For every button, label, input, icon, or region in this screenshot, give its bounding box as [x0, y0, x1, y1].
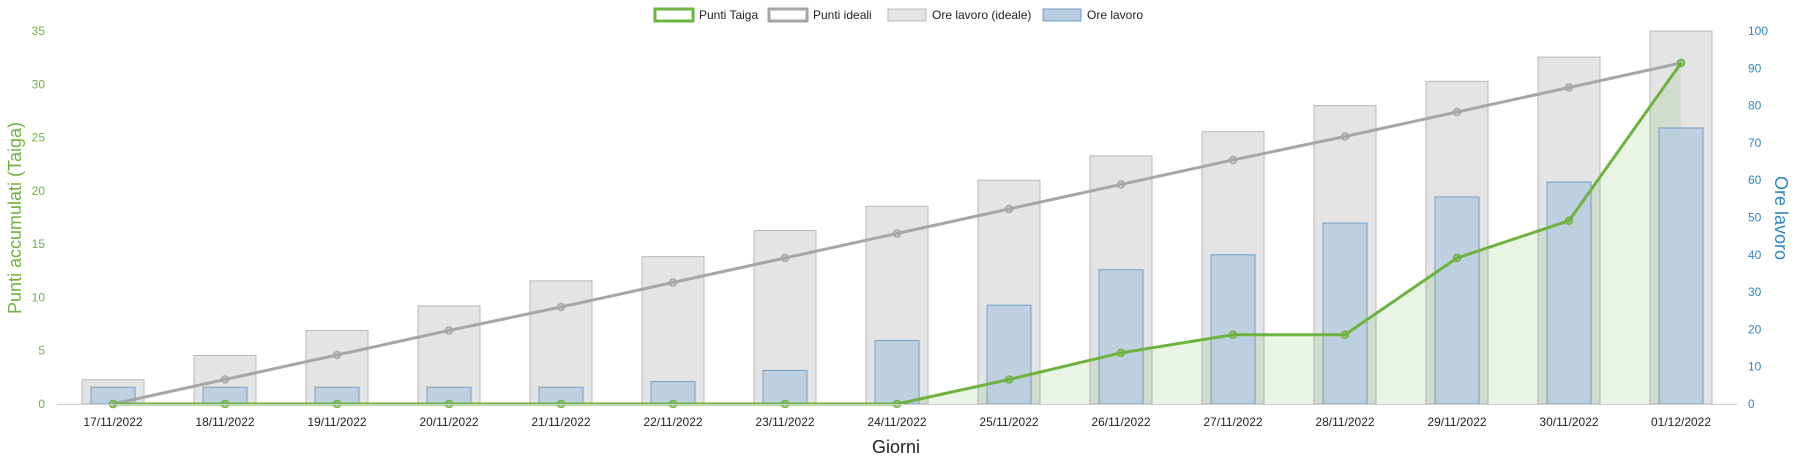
legend-label: Punti ideali [813, 8, 872, 22]
actual-hours-bar [986, 304, 1032, 405]
y-right-tick-label: 90 [1748, 61, 1762, 75]
x-tick-label: 30/11/2022 [1539, 415, 1598, 429]
legend-item: Ore lavoro [1042, 8, 1143, 22]
y-left-tick-label: 20 [32, 184, 46, 198]
ideal-points-line [112, 61, 1682, 406]
ideal-points-point [1452, 107, 1462, 117]
actual-hours-bar [1322, 222, 1368, 405]
y-axis-left-label: Punti accumulati (Taiga) [5, 122, 25, 314]
actual-hours-bar [1098, 269, 1144, 405]
ideal-points-point [332, 350, 342, 360]
taiga-area [113, 62, 1681, 404]
y-right-tick-label: 80 [1748, 99, 1762, 113]
legend-swatch [653, 7, 695, 23]
taiga-points-point [1228, 330, 1238, 339]
legend-item: Punti ideali [767, 7, 872, 23]
legend-label: Punti Taiga [699, 8, 758, 22]
legend-item: Ore lavoro (ideale) [887, 8, 1031, 22]
ideal-points-point [1004, 204, 1014, 214]
x-tick-label: 29/11/2022 [1427, 415, 1486, 429]
y-left-tick-label: 30 [32, 77, 46, 91]
ideal-points-point [1340, 132, 1350, 141]
legend-swatch [1042, 8, 1082, 22]
x-tick-label: 28/11/2022 [1315, 415, 1374, 429]
ideal-points-point [444, 326, 454, 335]
x-tick-label: 27/11/2022 [1203, 415, 1262, 429]
y-right-tick-label: 100 [1748, 24, 1768, 38]
taiga-points-point [1452, 253, 1462, 263]
actual-hours-bars [90, 127, 1704, 405]
actual-hours-bar [1546, 181, 1592, 405]
actual-hours-bar [762, 369, 808, 405]
legend-item: Punti Taiga [653, 7, 758, 23]
y-right-tick-label: 40 [1748, 248, 1762, 262]
ideal-points-point [780, 253, 790, 263]
taiga-points-point [1004, 375, 1014, 384]
x-tick-label: 19/11/2022 [307, 415, 366, 429]
ideal-points-point [892, 229, 902, 238]
legend-swatch [887, 8, 927, 22]
axes: 0 5 10 15 20 25 30 35 0 10 20 30 40 50 60 70 80 90 100 17/1… [32, 24, 1769, 429]
y-left-tick-label: 35 [32, 24, 46, 38]
y-right-tick-label: 70 [1748, 136, 1762, 150]
y-right-tick-label: 10 [1748, 360, 1762, 374]
y-right-tick-label: 30 [1748, 285, 1762, 299]
taiga-points-point [1676, 58, 1686, 68]
legend-label: Ore lavoro [1087, 8, 1143, 22]
x-axis-label: Giorni [872, 437, 920, 457]
x-tick-label: 20/11/2022 [419, 415, 478, 429]
ideal-points-point [1564, 83, 1574, 92]
actual-hours-bar [1210, 254, 1256, 405]
ideal-points-point [556, 302, 566, 312]
y-left-tick-label: 25 [32, 131, 46, 145]
taiga-points-point [1564, 216, 1574, 225]
y-left-tick-label: 0 [38, 397, 45, 411]
x-tick-label: 26/11/2022 [1091, 415, 1150, 429]
taiga-area-fill [113, 62, 1681, 404]
ideal-points-point [220, 375, 230, 384]
y-left-tick-label: 10 [32, 290, 46, 304]
x-tick-label: 01/12/2022 [1651, 415, 1711, 429]
y-right-tick-label: 60 [1748, 173, 1762, 187]
ideal-points-point [1228, 155, 1238, 165]
taiga-points-point [1340, 330, 1350, 339]
y-right-tick-label: 20 [1748, 322, 1762, 336]
ideal-points-point [1116, 180, 1126, 189]
legend: Punti Taiga Punti ideali Ore lavoro (ideal… [653, 7, 1143, 23]
x-tick-label: 22/11/2022 [643, 415, 702, 429]
y-right-tick-label: 0 [1748, 397, 1755, 411]
x-tick-label: 17/11/2022 [83, 415, 142, 429]
actual-hours-bar [1434, 196, 1480, 405]
x-tick-label: 18/11/2022 [195, 415, 254, 429]
actual-hours-bar [1658, 127, 1704, 405]
taiga-points-point [1116, 348, 1126, 358]
ideal-points-point [668, 278, 678, 287]
legend-label: Ore lavoro (ideale) [932, 8, 1031, 22]
y-right-tick-label: 50 [1748, 211, 1762, 225]
ideal-hours-bar [529, 280, 593, 405]
x-tick-label: 24/11/2022 [867, 415, 926, 429]
x-tick-label: 21/11/2022 [531, 415, 590, 429]
legend-swatch [767, 7, 809, 23]
x-tick-label: 25/11/2022 [979, 415, 1038, 429]
x-tick-label: 23/11/2022 [755, 415, 814, 429]
y-axis-right-label: Ore lavoro [1771, 176, 1791, 260]
y-left-tick-label: 15 [32, 237, 46, 251]
actual-hours-bar [874, 340, 920, 405]
y-left-tick-label: 5 [38, 344, 45, 358]
